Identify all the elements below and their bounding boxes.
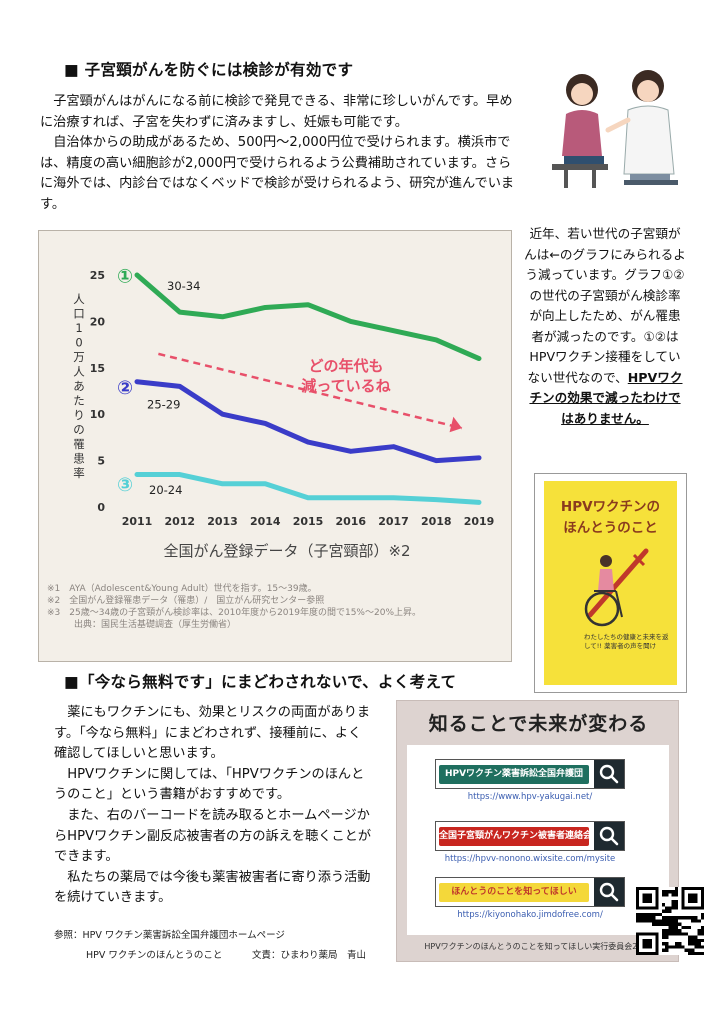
resource-box-footer: HPVワクチンのほんとうのことを知ってほしい実行委員会2024 [424,942,653,951]
book-subtitle: わたしたちの健康と未来を返して!! 薬害者の声を聞け [584,633,669,650]
series-marker-20-24: ③ [117,474,133,496]
incidence-chart-panel: 0 5 10 15 20 25 2011 2012 2013 2014 2015 2016 2017 20… [38,230,512,662]
x-tick-label: 2016 [335,515,366,528]
trend-arrow-head [449,416,462,433]
resource-link-label: HPVワクチン薬害訴訟全国弁護団 [439,765,589,784]
series-line-25-29 [134,379,482,464]
series-label-25-29: 25-29 [147,398,180,412]
side-explanation-emphasis: HPVワクチンの効果で減ったわけではありません。 [529,369,683,426]
book-cover: HPVワクチンの ほんとうのこと わたしたちの健康と未来を返して!! 薬害者の声… [534,473,687,693]
resource-link-3[interactable]: ほんとうのことを知ってほしい [435,877,625,907]
series-label-20-24: 20-24 [149,483,182,497]
y-tick-label: 25 [90,269,105,282]
qr-code[interactable] [636,887,704,955]
trend-arrow [158,352,463,430]
resource-link-label: 全国子宮頸がんワクチン被害者連絡会 [439,827,589,846]
y-tick-label: 10 [90,408,106,421]
doctor-patient-illustration [544,64,694,194]
section1-heading: ■ 子宮頸がんを防ぐには検診が有効です [64,61,354,79]
y-axis-label: 人口 1 0 万人あたりの罹患率 [73,292,85,480]
series-label-30-34: 30-34 [167,279,200,293]
x-tick-label: 2014 [250,515,281,528]
y-tick-label: 20 [90,315,106,328]
x-tick-label: 2018 [421,515,452,528]
resource-link-url[interactable]: https://hpvv-nonono.wixsite.com/mysite [444,854,616,864]
section2-paragraph-1: 薬にもワクチンにも、効果とリスクの両面があります。「今なら無料」にまどわされず、… [54,705,371,762]
resource-link-label: ほんとうのことを知ってほしい [439,883,589,902]
search-icon[interactable] [594,760,624,788]
resource-link-url[interactable]: https://www.hpv-yakugai.net/ [467,792,593,802]
chart-note-2: ※2 全国がん登録罹患データ（罹患）/ 国立がん研究センター参照 [47,596,325,606]
side-explanation: 近年、若い世代の子宮頸がんは←のグラフにみられるよう減っています。グラフ①②の世… [524,224,686,429]
reference-line-1: 参照：HPV ワクチン薬害訴訟全国弁護団ホームページ [54,930,285,941]
section1-body: 子宮頸がんはがんになる前に検診で発見できる、非常に珍しいがんです。早めに治療すれ… [40,92,518,215]
resource-box: 知ることで未来が変わる HPVワクチン薬害訴訟全国弁護団 https://www.… [396,700,679,962]
series-line-30-34 [134,272,482,362]
section2-heading: ■「今なら無料です」にまどわされないで、よく考えて [64,673,457,691]
section1-paragraph-2: 自治体からの助成があるため、500円～2,000円位で受けられます。横浜市では、… [40,135,515,212]
y-tick-label: 5 [97,455,105,468]
x-tick-label: 2013 [207,515,238,528]
side-explanation-text: 近年、若い世代の子宮頸がんは←のグラフにみられるよう減っています。グラフ①②の世… [524,226,686,385]
resource-links: HPVワクチン薬害訴訟全国弁護団 https://www.hpv-yakugai.… [407,745,669,935]
reference-line-2: HPV ワクチンのほんとうのこと [86,950,223,961]
section2-paragraph-2: HPVワクチンに関しては、「HPVワクチンのほんとうのこと」という書籍がおすすめ… [54,766,365,803]
chart-note-1: ※1 AYA（Adolescent&Young Adult）世代を指す。15～3… [47,584,317,594]
search-icon[interactable] [594,822,624,850]
x-tick-label: 2012 [164,515,195,528]
book-title-line-2: ほんとうのこと [563,520,658,536]
x-axis-label: 全国がん登録データ（子宮頸部）※2 [163,542,410,560]
book-title-line-1: HPVワクチンの [560,499,661,515]
section2-paragraph-4: 私たちの薬局では今後も薬害被害者に寄り添う活動を続けていきます。 [54,869,371,906]
x-tick-label: 2011 [122,515,153,528]
wheelchair-syringe-illustration [584,548,649,627]
resource-link-1[interactable]: HPVワクチン薬害訴訟全国弁護団 [435,759,625,789]
resource-link-2[interactable]: 全国子宮頸がんワクチン被害者連絡会 [435,821,625,851]
author-credit: 文責：ひまわり薬局 青山 [252,950,367,961]
section2-body: 薬にもワクチンにも、効果とリスクの両面があります。「今なら無料」にまどわされず、… [54,703,374,909]
book-title: HPVワクチンの ほんとうのこと [544,497,677,539]
resource-box-title: 知ることで未来が変わる [428,713,649,735]
book-cover-inner: HPVワクチンの ほんとうのこと わたしたちの健康と未来を返して!! 薬害者の声… [544,481,677,685]
chart-note-4: 出典：国民生活基礎調査（厚生労働省） [47,620,237,630]
x-tick-label: 2019 [464,515,495,528]
series-marker-25-29: ② [117,377,133,399]
x-tick-label: 2017 [378,515,409,528]
search-icon[interactable] [594,878,624,906]
y-tick-label: 15 [90,362,105,375]
section1-paragraph-1: 子宮頸がんはがんになる前に検診で発見できる、非常に珍しいがんです。早めに治療すれ… [40,94,513,130]
series-line-20-24 [134,472,482,505]
chart-notes: ※1 AYA（Adolescent&Young Adult）世代を指す。15～3… [47,583,509,631]
series-marker-30-34: ① [117,265,133,287]
trend-annotation: どの年代も減っているね [301,357,390,395]
x-tick-label: 2015 [293,515,324,528]
section2-paragraph-3: また、右のバーコードを読み取るとホームページからHPVワクチン副反応被害者の方の… [54,807,372,865]
incidence-line-chart: 0 5 10 15 20 25 2011 2012 2013 2014 2015 2016 2017 20… [73,265,495,560]
y-tick-label: 0 [97,501,105,514]
chart-note-3: ※3 25歳～34歳の子宮頸がん検診率は、2010年度から2019年度の間で15… [47,608,421,618]
resource-link-url[interactable]: https://kiyonohako.jimdofree.com/ [457,910,603,920]
